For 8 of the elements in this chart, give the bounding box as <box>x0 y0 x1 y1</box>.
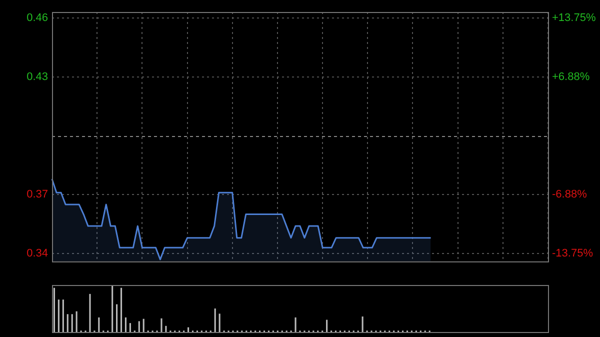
y-tick-label: 0.34 <box>26 248 48 260</box>
y-tick-label: 0.37 <box>26 188 48 201</box>
y-tick-label: 0.43 <box>26 70 48 83</box>
y2-tick-label: -6.88% <box>552 188 588 201</box>
y-tick-label: 0.46 <box>26 12 48 24</box>
y2-tick-label: +13.75% <box>552 12 596 24</box>
y2-tick-label: +6.88% <box>552 70 590 83</box>
y2-tick-label: -13.75% <box>552 248 594 260</box>
